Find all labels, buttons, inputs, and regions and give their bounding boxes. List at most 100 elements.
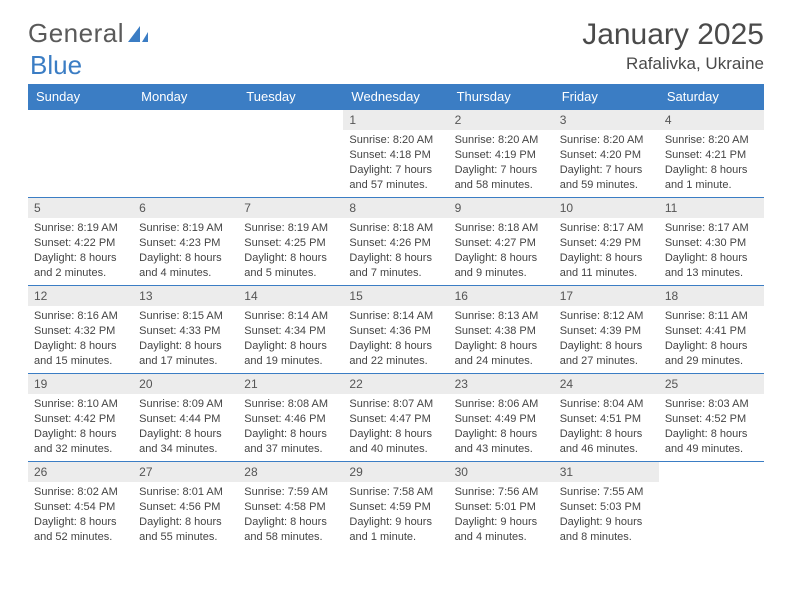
daylight-text: Daylight: 8 hours and 13 minutes. (665, 251, 758, 281)
day-number: 12 (28, 286, 133, 306)
day-number: 5 (28, 198, 133, 218)
calendar-cell: 28Sunrise: 7:59 AMSunset: 4:58 PMDayligh… (238, 462, 343, 550)
sunset-text: Sunset: 4:47 PM (349, 412, 442, 427)
sunset-text: Sunset: 4:46 PM (244, 412, 337, 427)
daylight-text: Daylight: 7 hours and 58 minutes. (455, 163, 548, 193)
sunset-text: Sunset: 4:38 PM (455, 324, 548, 339)
sunset-text: Sunset: 4:36 PM (349, 324, 442, 339)
calendar-cell: 21Sunrise: 8:08 AMSunset: 4:46 PMDayligh… (238, 374, 343, 462)
daylight-text: Daylight: 8 hours and 29 minutes. (665, 339, 758, 369)
daylight-text: Daylight: 9 hours and 4 minutes. (455, 515, 548, 545)
weekday-thursday: Thursday (449, 84, 554, 110)
calendar-cell: 25Sunrise: 8:03 AMSunset: 4:52 PMDayligh… (659, 374, 764, 462)
sunset-text: Sunset: 4:54 PM (34, 500, 127, 515)
daylight-text: Daylight: 9 hours and 1 minute. (349, 515, 442, 545)
sunset-text: Sunset: 4:27 PM (455, 236, 548, 251)
sunrise-text: Sunrise: 8:19 AM (244, 221, 337, 236)
sunset-text: Sunset: 4:41 PM (665, 324, 758, 339)
sunrise-text: Sunrise: 8:03 AM (665, 397, 758, 412)
day-number (28, 110, 133, 130)
calendar-cell: 8Sunrise: 8:18 AMSunset: 4:26 PMDaylight… (343, 198, 448, 286)
calendar-cell: 24Sunrise: 8:04 AMSunset: 4:51 PMDayligh… (554, 374, 659, 462)
day-number: 15 (343, 286, 448, 306)
day-number: 18 (659, 286, 764, 306)
day-number: 31 (554, 462, 659, 482)
day-number (133, 110, 238, 130)
sunrise-text: Sunrise: 8:14 AM (244, 309, 337, 324)
calendar-cell: 30Sunrise: 7:56 AMSunset: 5:01 PMDayligh… (449, 462, 554, 550)
weekday-friday: Friday (554, 84, 659, 110)
day-info: Sunrise: 8:19 AMSunset: 4:22 PMDaylight:… (28, 218, 133, 284)
calendar-row: 12Sunrise: 8:16 AMSunset: 4:32 PMDayligh… (28, 286, 764, 374)
daylight-text: Daylight: 8 hours and 55 minutes. (139, 515, 232, 545)
day-number: 3 (554, 110, 659, 130)
day-info: Sunrise: 7:56 AMSunset: 5:01 PMDaylight:… (449, 482, 554, 548)
calendar-row: 19Sunrise: 8:10 AMSunset: 4:42 PMDayligh… (28, 374, 764, 462)
daylight-text: Daylight: 8 hours and 4 minutes. (139, 251, 232, 281)
sunrise-text: Sunrise: 8:20 AM (665, 133, 758, 148)
day-number: 25 (659, 374, 764, 394)
sunset-text: Sunset: 4:58 PM (244, 500, 337, 515)
daylight-text: Daylight: 8 hours and 11 minutes. (560, 251, 653, 281)
daylight-text: Daylight: 7 hours and 59 minutes. (560, 163, 653, 193)
daylight-text: Daylight: 7 hours and 57 minutes. (349, 163, 442, 193)
day-info: Sunrise: 8:08 AMSunset: 4:46 PMDaylight:… (238, 394, 343, 460)
calendar-cell: 6Sunrise: 8:19 AMSunset: 4:23 PMDaylight… (133, 198, 238, 286)
sunset-text: Sunset: 4:49 PM (455, 412, 548, 427)
daylight-text: Daylight: 8 hours and 37 minutes. (244, 427, 337, 457)
sunrise-text: Sunrise: 7:58 AM (349, 485, 442, 500)
daylight-text: Daylight: 8 hours and 17 minutes. (139, 339, 232, 369)
sunrise-text: Sunrise: 8:08 AM (244, 397, 337, 412)
day-info: Sunrise: 7:59 AMSunset: 4:58 PMDaylight:… (238, 482, 343, 548)
sunset-text: Sunset: 4:44 PM (139, 412, 232, 427)
sunrise-text: Sunrise: 8:12 AM (560, 309, 653, 324)
sunrise-text: Sunrise: 8:10 AM (34, 397, 127, 412)
calendar-cell: 18Sunrise: 8:11 AMSunset: 4:41 PMDayligh… (659, 286, 764, 374)
day-number: 14 (238, 286, 343, 306)
weekday-monday: Monday (133, 84, 238, 110)
calendar-row: 1Sunrise: 8:20 AMSunset: 4:18 PMDaylight… (28, 110, 764, 198)
daylight-text: Daylight: 8 hours and 2 minutes. (34, 251, 127, 281)
daylight-text: Daylight: 8 hours and 32 minutes. (34, 427, 127, 457)
day-number: 19 (28, 374, 133, 394)
day-number: 28 (238, 462, 343, 482)
sunset-text: Sunset: 4:20 PM (560, 148, 653, 163)
daylight-text: Daylight: 8 hours and 34 minutes. (139, 427, 232, 457)
calendar-cell: 10Sunrise: 8:17 AMSunset: 4:29 PMDayligh… (554, 198, 659, 286)
daylight-text: Daylight: 8 hours and 52 minutes. (34, 515, 127, 545)
day-info: Sunrise: 8:03 AMSunset: 4:52 PMDaylight:… (659, 394, 764, 460)
weekday-wednesday: Wednesday (343, 84, 448, 110)
calendar-cell: 12Sunrise: 8:16 AMSunset: 4:32 PMDayligh… (28, 286, 133, 374)
location-label: Rafalivka, Ukraine (582, 54, 764, 74)
sunset-text: Sunset: 4:25 PM (244, 236, 337, 251)
sunset-text: Sunset: 4:51 PM (560, 412, 653, 427)
sunrise-text: Sunrise: 7:56 AM (455, 485, 548, 500)
sunset-text: Sunset: 4:39 PM (560, 324, 653, 339)
day-info: Sunrise: 8:16 AMSunset: 4:32 PMDaylight:… (28, 306, 133, 372)
sunset-text: Sunset: 4:26 PM (349, 236, 442, 251)
sunrise-text: Sunrise: 8:20 AM (560, 133, 653, 148)
weekday-sunday: Sunday (28, 84, 133, 110)
calendar-cell: 15Sunrise: 8:14 AMSunset: 4:36 PMDayligh… (343, 286, 448, 374)
calendar-cell: 9Sunrise: 8:18 AMSunset: 4:27 PMDaylight… (449, 198, 554, 286)
sunset-text: Sunset: 4:22 PM (34, 236, 127, 251)
title-block: January 2025 Rafalivka, Ukraine (582, 18, 764, 74)
day-number: 2 (449, 110, 554, 130)
daylight-text: Daylight: 8 hours and 9 minutes. (455, 251, 548, 281)
day-number: 7 (238, 198, 343, 218)
daylight-text: Daylight: 8 hours and 58 minutes. (244, 515, 337, 545)
day-info: Sunrise: 8:18 AMSunset: 4:26 PMDaylight:… (343, 218, 448, 284)
calendar-cell: 14Sunrise: 8:14 AMSunset: 4:34 PMDayligh… (238, 286, 343, 374)
sunset-text: Sunset: 4:21 PM (665, 148, 758, 163)
daylight-text: Daylight: 8 hours and 49 minutes. (665, 427, 758, 457)
day-number: 23 (449, 374, 554, 394)
sunrise-text: Sunrise: 8:16 AM (34, 309, 127, 324)
day-info: Sunrise: 8:14 AMSunset: 4:36 PMDaylight:… (343, 306, 448, 372)
calendar-cell: 26Sunrise: 8:02 AMSunset: 4:54 PMDayligh… (28, 462, 133, 550)
day-info: Sunrise: 8:19 AMSunset: 4:23 PMDaylight:… (133, 218, 238, 284)
calendar-cell: 16Sunrise: 8:13 AMSunset: 4:38 PMDayligh… (449, 286, 554, 374)
calendar-table: Sunday Monday Tuesday Wednesday Thursday… (28, 84, 764, 550)
daylight-text: Daylight: 8 hours and 1 minute. (665, 163, 758, 193)
day-number: 27 (133, 462, 238, 482)
calendar-cell (238, 110, 343, 198)
